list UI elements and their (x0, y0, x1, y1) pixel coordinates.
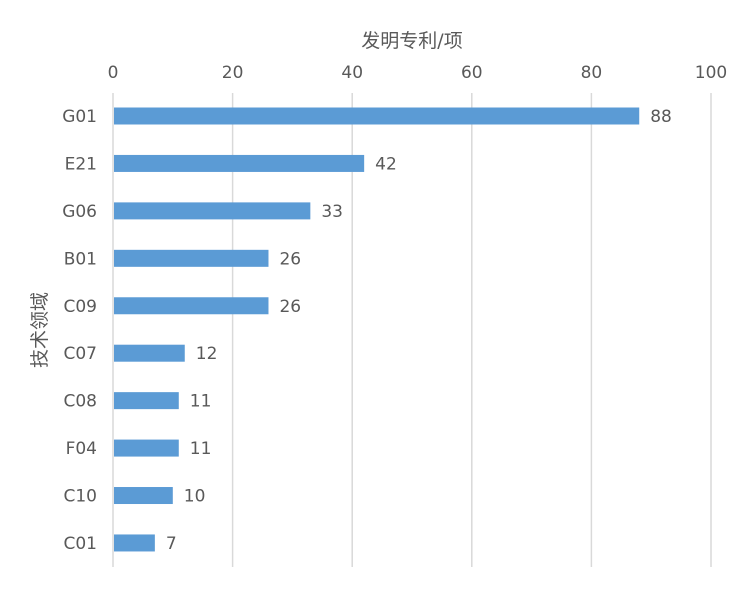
x-tick-label-60: 60 (461, 63, 483, 83)
x-tick-label-0: 0 (108, 63, 119, 83)
bar-G06 (114, 202, 311, 220)
data-label-C08: 11 (190, 392, 212, 412)
labels: 0 20 40 60 80 100 G01 88 E21 42 G06 33 B01 26 C09 26 C07… (62, 63, 727, 554)
category-label-G01: G01 (62, 107, 97, 127)
category-label-C01: C01 (63, 534, 97, 554)
y-axis-title: 技术领域 (29, 292, 51, 368)
data-label-G01: 88 (650, 107, 672, 127)
bar-C07 (114, 344, 185, 362)
data-label-G06: 33 (321, 202, 343, 222)
x-tick-label-100: 100 (695, 63, 727, 83)
bar-C01 (114, 534, 155, 552)
gridlines (112, 93, 712, 567)
bar-G01 (114, 107, 640, 125)
data-label-F04: 11 (190, 439, 212, 459)
category-label-E21: E21 (65, 154, 97, 174)
category-label-C07: C07 (63, 344, 97, 364)
data-label-C09: 26 (279, 297, 301, 317)
x-tick-label-80: 80 (581, 63, 603, 83)
x-axis-title: 发明专利/项 (361, 30, 462, 52)
category-label-C09: C09 (63, 297, 97, 317)
category-label-C08: C08 (63, 392, 97, 412)
data-label-C10: 10 (184, 487, 206, 507)
category-label-C10: C10 (63, 487, 97, 507)
bar-F04 (114, 439, 179, 457)
category-label-G06: G06 (62, 202, 97, 222)
x-tick-label-40: 40 (341, 63, 363, 83)
data-label-C07: 12 (196, 344, 218, 364)
bar-C10 (114, 487, 173, 505)
bars (114, 107, 640, 552)
x-tick-label-20: 20 (222, 63, 244, 83)
bar-B01 (114, 249, 269, 267)
bar-E21 (114, 154, 365, 172)
bar-C08 (114, 392, 179, 410)
data-label-B01: 26 (279, 249, 301, 269)
category-label-F04: F04 (66, 439, 97, 459)
category-label-B01: B01 (64, 249, 97, 269)
bar-C09 (114, 297, 269, 315)
data-label-C01: 7 (166, 534, 177, 554)
data-label-E21: 42 (375, 154, 397, 174)
